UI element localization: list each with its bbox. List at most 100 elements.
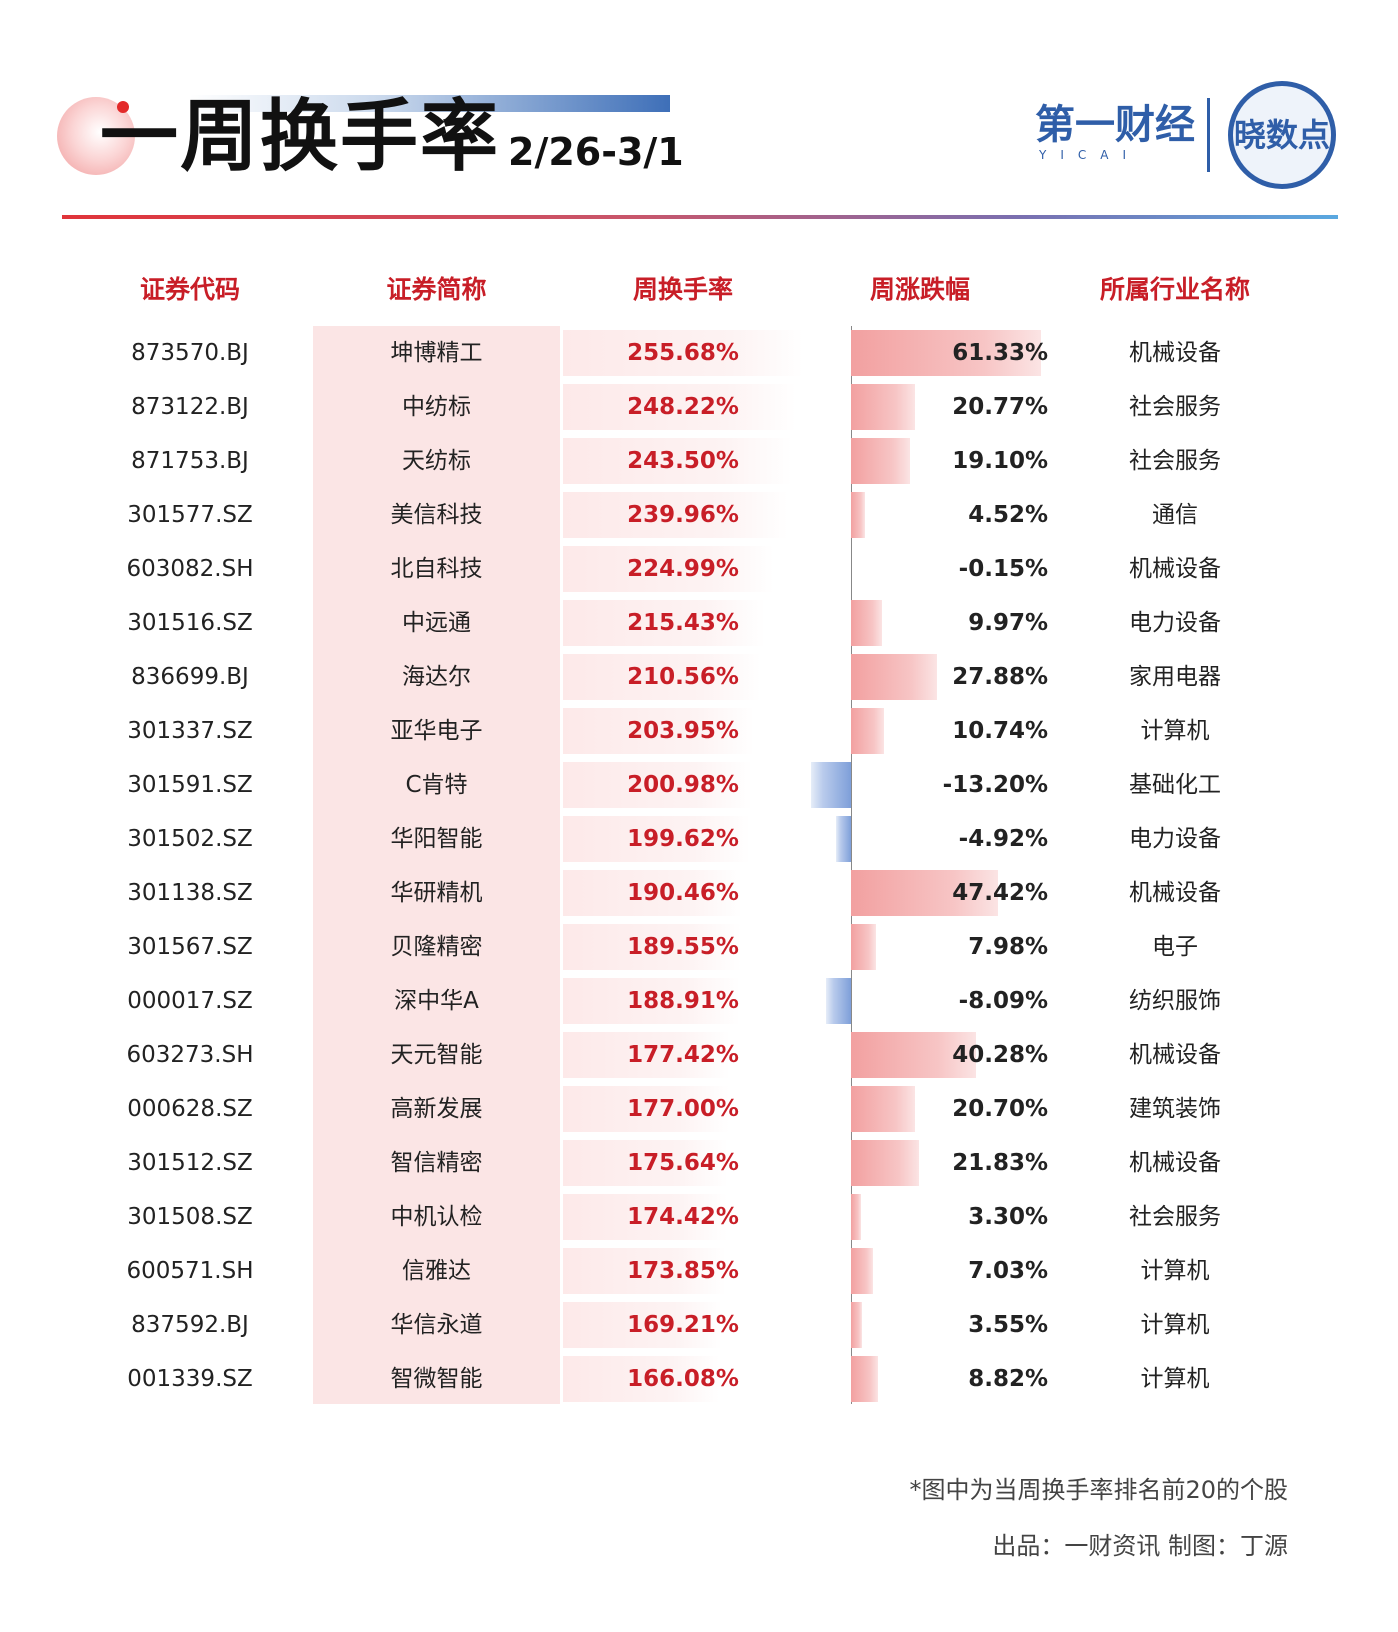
- cell-change: 61.33%: [952, 340, 1048, 366]
- cell-change: 8.82%: [968, 1366, 1048, 1392]
- change-bar: [851, 330, 1041, 376]
- cell-industry: 机械设备: [1129, 340, 1221, 366]
- turnover-bar: [563, 708, 755, 754]
- cell-industry: 机械设备: [1129, 1150, 1221, 1176]
- table-row: 836699.BJ 海达尔 210.56% 27.88% 家用电器: [0, 650, 1398, 704]
- turnover-bar: [563, 330, 803, 376]
- change-bar: [851, 1086, 916, 1132]
- cell-name: 华信永道: [390, 1312, 483, 1338]
- cell-industry: 计算机: [1140, 1258, 1210, 1284]
- cell-industry: 计算机: [1140, 1312, 1210, 1338]
- turnover-bar: [563, 978, 741, 1024]
- table-row: 301567.SZ 贝隆精密 189.55% 7.98% 电子: [0, 920, 1398, 974]
- table-row: 301508.SZ 中机认检 174.42% 3.30% 社会服务: [0, 1190, 1398, 1244]
- turnover-bar: [563, 762, 752, 808]
- cell-name: 中纺标: [402, 394, 471, 420]
- change-bar: [851, 924, 876, 970]
- cell-change: 10.74%: [952, 718, 1048, 744]
- cell-name: 华阳智能: [390, 826, 483, 852]
- cell-name: 海达尔: [402, 664, 471, 690]
- cell-code: 603273.SH: [126, 1042, 254, 1068]
- cell-industry: 社会服务: [1129, 394, 1221, 420]
- cell-code: 301591.SZ: [127, 772, 253, 798]
- cell-turnover: 169.21%: [627, 1312, 739, 1338]
- cell-industry: 机械设备: [1129, 556, 1221, 582]
- turnover-bar: [563, 384, 796, 430]
- cell-change: 7.98%: [968, 934, 1048, 960]
- cell-code: 600571.SH: [126, 1258, 254, 1284]
- table-row: 600571.SH 信雅达 173.85% 7.03% 计算机: [0, 1244, 1398, 1298]
- turnover-bar: [563, 1032, 730, 1078]
- change-bar: [851, 1302, 862, 1348]
- cell-code: 873122.BJ: [131, 394, 249, 420]
- change-bar: [851, 654, 938, 700]
- change-bar: [851, 438, 911, 484]
- page-title: 一周换手率: [100, 92, 501, 182]
- cell-code: 837592.BJ: [131, 1312, 249, 1338]
- turnover-bar: [563, 492, 789, 538]
- cell-change: -0.15%: [958, 556, 1048, 582]
- cell-industry: 通信: [1152, 502, 1198, 528]
- cell-industry: 机械设备: [1129, 1042, 1221, 1068]
- cell-name: C肯特: [405, 772, 468, 798]
- logo-en-text: YICAI: [1039, 148, 1140, 162]
- change-zero-axis: [851, 326, 852, 1404]
- cell-name: 坤博精工: [390, 340, 483, 366]
- change-bar: [836, 816, 851, 862]
- cell-change: 20.70%: [952, 1096, 1048, 1122]
- cell-industry: 社会服务: [1129, 1204, 1221, 1230]
- cell-name: 天纺标: [402, 448, 471, 474]
- cell-name: 天元智能: [390, 1042, 483, 1068]
- cell-code: 301567.SZ: [127, 934, 253, 960]
- cell-code: 301508.SZ: [127, 1204, 253, 1230]
- change-bar: [851, 600, 882, 646]
- cell-change: -4.92%: [958, 826, 1048, 852]
- cell-change: 19.10%: [952, 448, 1048, 474]
- cell-change: 9.97%: [968, 610, 1048, 636]
- footnote: *图中为当周换手率排名前20的个股: [909, 1476, 1288, 1504]
- cell-turnover: 166.08%: [627, 1366, 739, 1392]
- change-bar: [851, 1140, 919, 1186]
- cell-name: 深中华A: [394, 988, 479, 1014]
- col-header-turnover: 周换手率: [632, 275, 733, 304]
- turnover-bar: [563, 546, 775, 592]
- table-row: 871753.BJ 天纺标 243.50% 19.10% 社会服务: [0, 434, 1398, 488]
- change-bar: [851, 1032, 976, 1078]
- col-header-code: 证券代码: [139, 275, 240, 304]
- change-bar: [851, 384, 916, 430]
- cell-change: 4.52%: [968, 502, 1048, 528]
- header-rule: [62, 215, 1338, 219]
- cell-turnover: 248.22%: [627, 394, 739, 420]
- turnover-bar: [563, 1140, 728, 1186]
- turnover-bar: [563, 1086, 730, 1132]
- cell-turnover: 173.85%: [627, 1258, 739, 1284]
- cell-turnover: 210.56%: [627, 664, 739, 690]
- cell-change: 20.77%: [952, 394, 1048, 420]
- cell-turnover: 188.91%: [627, 988, 739, 1014]
- cell-change: 3.30%: [968, 1204, 1048, 1230]
- change-bar: [851, 1248, 873, 1294]
- cell-change: 40.28%: [952, 1042, 1048, 1068]
- cell-code: 000017.SZ: [127, 988, 253, 1014]
- change-bar: [811, 762, 851, 808]
- cell-change: 21.83%: [952, 1150, 1048, 1176]
- cell-code: 301502.SZ: [127, 826, 253, 852]
- change-bar: [851, 1356, 879, 1402]
- cell-change: 7.03%: [968, 1258, 1048, 1284]
- cell-name: 北自科技: [390, 556, 483, 582]
- cell-code: 301512.SZ: [127, 1150, 253, 1176]
- cell-name: 贝隆精密: [390, 934, 483, 960]
- cell-name: 中远通: [402, 610, 471, 636]
- title-dot-core: [117, 101, 129, 113]
- table-row: 001339.SZ 智微智能 166.08% 8.82% 计算机: [0, 1352, 1398, 1406]
- cell-name: 华研精机: [390, 880, 483, 906]
- logo-divider: [1207, 98, 1210, 172]
- cell-code: 301577.SZ: [127, 502, 253, 528]
- cell-turnover: 189.55%: [627, 934, 739, 960]
- cell-name: 信雅达: [402, 1258, 471, 1284]
- cell-code: 836699.BJ: [131, 664, 249, 690]
- table-row: 301337.SZ 亚华电子 203.95% 10.74% 计算机: [0, 704, 1398, 758]
- table-row: 301516.SZ 中远通 215.43% 9.97% 电力设备: [0, 596, 1398, 650]
- turnover-bar: [563, 654, 761, 700]
- table-row: 301502.SZ 华阳智能 199.62% -4.92% 电力设备: [0, 812, 1398, 866]
